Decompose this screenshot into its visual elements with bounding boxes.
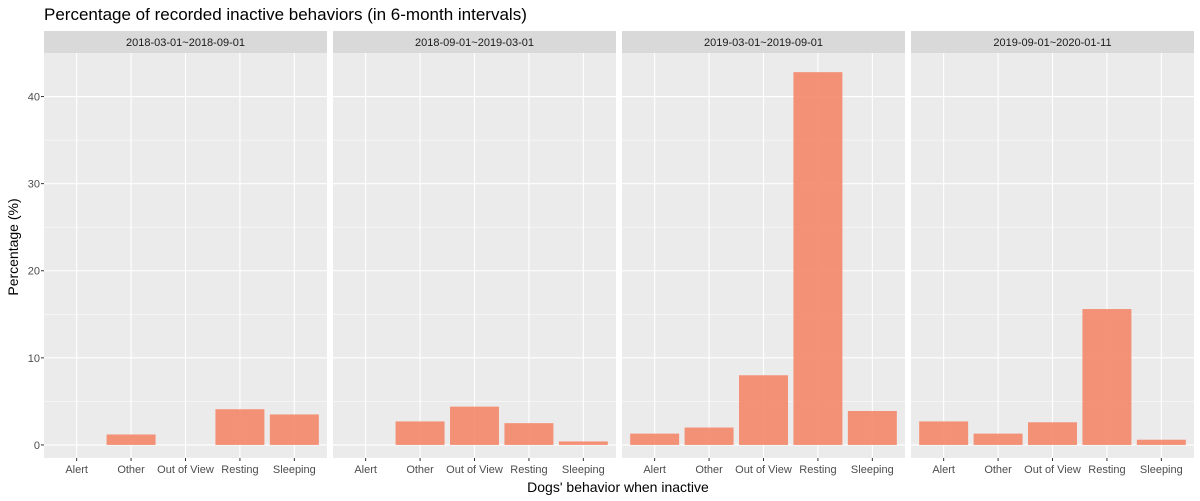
facet-panel: 2019-09-01~2020-01-11 Alert Other Out of Vi…: [911, 31, 1194, 476]
bar-resting: [215, 409, 265, 445]
x-tick-label: Sleeping: [1140, 464, 1183, 476]
facet-strip: [622, 31, 905, 53]
bar-other: [395, 421, 445, 445]
y-tick-label: 20: [28, 266, 40, 278]
facet-strip: [44, 31, 327, 53]
y-tick-label: 30: [28, 179, 40, 191]
y-tick-label: 0: [34, 440, 40, 452]
x-tick-label: Resting: [799, 464, 836, 476]
facet-strip: [333, 31, 616, 53]
x-tick-label: Out of View: [1024, 464, 1081, 476]
y-tick-label: 10: [28, 353, 40, 365]
facet-panel: 2018-03-01~2018-09-01 Alert Other Out of Vi…: [44, 31, 327, 476]
x-tick-label: Resting: [221, 464, 258, 476]
facet-panel: 2019-03-01~2019-09-01 Alert Other Out of Vi…: [622, 31, 905, 476]
x-tick-label: Out of View: [446, 464, 503, 476]
bar-alert: [919, 421, 969, 445]
x-axis-title: Dogs' behavior when inactive: [527, 479, 709, 495]
bar-sleeping: [1136, 439, 1186, 445]
x-tick-label: Out of View: [735, 464, 792, 476]
bar-alert: [630, 433, 680, 445]
facet-strip-label: 2018-09-01~2019-03-01: [415, 37, 534, 49]
facet-strip-label: 2018-03-01~2018-09-01: [126, 37, 245, 49]
x-tick-label: Other: [984, 464, 1012, 476]
x-tick-label: Out of View: [157, 464, 214, 476]
x-tick-label: Other: [695, 464, 723, 476]
y-tick-label: 40: [28, 92, 40, 104]
bar-other: [973, 433, 1023, 445]
bar-sleeping: [558, 441, 608, 445]
x-tick-label: Other: [117, 464, 145, 476]
x-tick-label: Sleeping: [273, 464, 316, 476]
x-tick-label: Sleeping: [851, 464, 894, 476]
bar-resting: [793, 72, 843, 445]
bar-other: [106, 434, 156, 445]
bar-out-of-view: [739, 375, 788, 445]
bar-other: [684, 427, 734, 445]
x-tick-label: Other: [406, 464, 434, 476]
facet-strip-label: 2019-03-01~2019-09-01: [704, 37, 823, 49]
x-tick-label: Alert: [65, 464, 88, 476]
y-axis-title: Percentage (%): [5, 198, 21, 295]
facet-strip: [911, 31, 1194, 53]
facet-panels: 0 10 20 30 40 2018-03-01~2018-09-01 Alert Other…: [28, 31, 1194, 476]
x-tick-label: Resting: [1088, 464, 1125, 476]
x-tick-label: Sleeping: [562, 464, 605, 476]
chart-title: Percentage of recorded inactive behavior…: [44, 5, 527, 24]
facet-strip-label: 2019-09-01~2020-01-11: [993, 37, 1111, 49]
bar-resting: [504, 423, 554, 445]
bar-sleeping: [269, 414, 319, 445]
facet-panel: 2018-09-01~2019-03-01 Alert Other Out of Vi…: [333, 31, 616, 476]
bar-out-of-view: [450, 406, 499, 445]
x-tick-label: Alert: [354, 464, 377, 476]
bar-resting: [1082, 309, 1132, 445]
x-tick-label: Alert: [643, 464, 666, 476]
x-tick-label: Alert: [932, 464, 955, 476]
bar-out-of-view: [1028, 422, 1077, 445]
bar-sleeping: [847, 410, 897, 445]
x-tick-label: Resting: [510, 464, 547, 476]
